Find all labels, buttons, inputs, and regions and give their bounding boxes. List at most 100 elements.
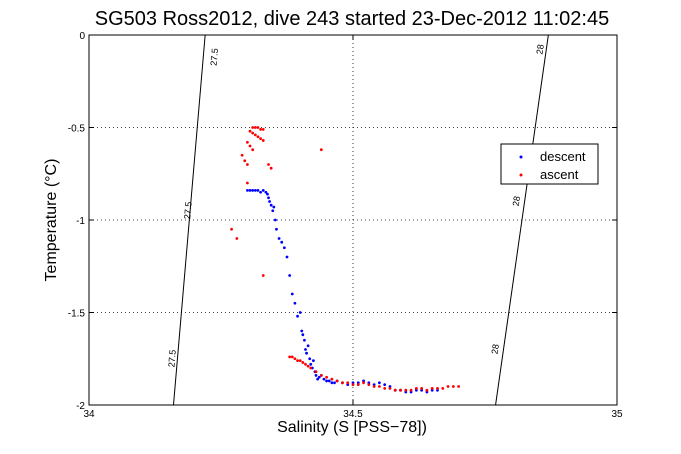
isopycnal-line-0 [172,34,206,406]
ascent-point-56 [436,386,439,390]
descent-point-54 [383,383,387,387]
ascent-point-36 [330,377,334,381]
ascent-point-27 [296,359,299,362]
descent-point-12 [271,209,275,213]
descent-point-28 [304,348,307,351]
ascent-point-28 [298,359,302,362]
descent-point-6 [261,189,265,192]
ascent-point-1 [253,126,257,129]
descent-point-23 [296,314,299,318]
ascent-point-45 [378,385,381,388]
data-points [230,126,460,394]
ascent-point-37 [335,379,339,383]
legend-box [500,143,599,185]
ascent-point-31 [306,364,310,368]
ascent-point-19 [319,148,323,152]
ascent-point-57 [441,386,445,390]
x-axis-ticks: 34 34.5 35 [83,35,623,420]
descent-point-10 [268,200,271,203]
isopycnal-label-0-2: 27.5 [166,349,177,367]
ascent-point-23 [246,181,249,185]
isopycnal-label-0-0: 27.5 [209,48,220,66]
ascent-point-3 [259,127,262,131]
isopycnal-lines: 27.5 27.5 27.5 28 28 28 [166,34,549,406]
descent-point-30 [306,344,310,348]
legend-label-descent: descent [540,149,586,164]
ascent-point-54 [425,388,429,392]
ascent-point-52 [414,386,418,390]
descent-point-9 [267,196,270,200]
ascent-point-2 [256,126,260,129]
ascent-point-17 [267,163,270,166]
descent-point-3 [253,189,257,192]
descent-point-43 [330,381,334,385]
x-tick-label-2: 35 [611,409,623,420]
descent-point-29 [305,351,308,355]
ascent-point-46 [383,386,387,390]
ascent-point-29 [301,361,305,364]
ascent-point-25 [290,355,294,359]
ascent-point-39 [346,381,350,385]
descent-point-13 [272,205,276,209]
ascent-point-51 [409,388,413,392]
ascent-point-47 [388,386,392,390]
descent-point-2 [251,189,255,192]
y-tick-label-2: -1 [76,216,85,227]
ascent-point-30 [304,362,307,366]
descent-point-7 [264,190,268,194]
y-tick-label-0: 0 [79,31,85,42]
ascent-point-32 [309,366,313,370]
descent-point-36 [314,374,318,377]
ascent-point-13 [251,148,255,152]
ascent-point-44 [372,385,376,388]
descent-point-38 [317,375,321,379]
descent-point-21 [290,292,294,296]
descent-point-1 [248,189,252,192]
descent-point-11 [269,203,273,207]
legend-label-ascent: ascent [540,167,579,182]
ascent-point-53 [420,386,424,390]
ascent-point-34 [319,374,323,377]
legend: descent ascent [500,143,599,185]
descent-point-19 [285,255,289,259]
descent-point-27 [303,338,306,342]
descent-point-53 [378,381,381,385]
ascent-point-5 [248,129,252,133]
descent-point-26 [301,333,305,337]
ascent-point-12 [248,144,252,148]
y-tick-label-3: -1.5 [68,309,86,320]
isopycnal-line-1 [495,34,549,406]
ascent-point-10 [261,139,265,142]
chart-title: SG503 Ross2012, dive 243 started 23-Dec-… [95,8,609,30]
ascent-point-58 [446,385,450,388]
ascent-point-15 [243,159,247,163]
ascent-point-24 [288,355,292,359]
ascent-point-49 [399,388,402,392]
ascent-point-42 [362,381,365,385]
descent-point-42 [327,379,331,383]
descent-point-20 [288,274,292,277]
descent-point-34 [312,359,315,362]
descent-point-41 [325,379,328,383]
ascent-point-14 [240,153,244,157]
y-axis-label: Temperature (°C) [43,159,60,282]
ascent-point-9 [259,137,262,141]
descent-point-14 [273,218,277,222]
descent-point-37 [316,377,320,381]
ascent-point-40 [351,383,355,387]
descent-point-22 [293,301,297,305]
descent-point-25 [300,329,304,333]
ascent-point-6 [251,131,255,135]
ascent-point-41 [356,383,360,387]
isopycnal-label-1-1: 28 [511,195,522,206]
ascent-point-60 [457,385,460,388]
descent-point-4 [256,189,260,192]
y-tick-label-4: -2 [76,401,85,412]
ascent-point-33 [314,370,318,374]
ascent-point-59 [451,385,455,388]
descent-point-32 [309,362,313,366]
ascent-point-21 [261,274,265,277]
descent-point-5 [259,190,262,194]
descent-point-18 [282,246,286,250]
